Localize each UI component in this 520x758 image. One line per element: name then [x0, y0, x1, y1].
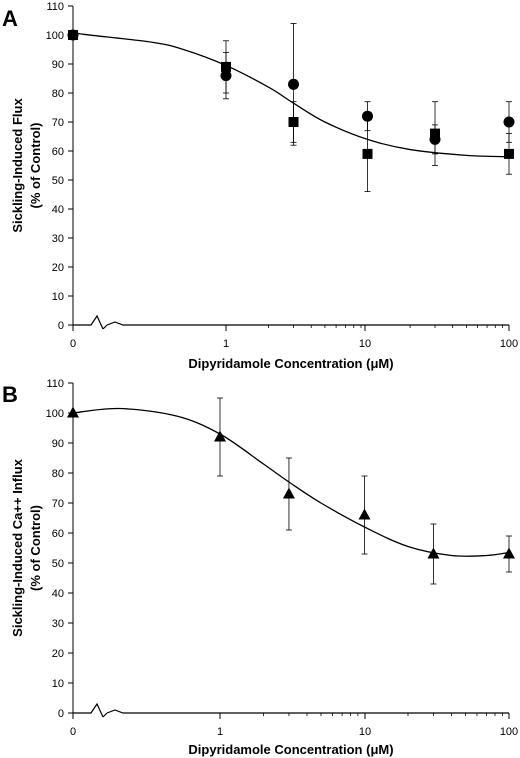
y-axis-title: Sickling-Induced Flux — [10, 98, 25, 233]
y-tick-label: 20 — [52, 648, 64, 660]
data-point-triangle — [67, 406, 79, 418]
x-axis-break-icon — [102, 324, 108, 330]
x-tick-label: 100 — [500, 338, 518, 350]
x-axis-line — [73, 702, 509, 718]
x-tick-label: 1 — [217, 726, 223, 738]
y-axis-title: (% of Control) — [28, 123, 43, 209]
y-tick-label: 100 — [46, 30, 64, 42]
data-point-triangle — [427, 547, 440, 559]
data-point-square — [504, 148, 514, 159]
data-point-circle — [503, 116, 515, 128]
y-tick-label: 30 — [52, 233, 64, 245]
x-tick-label: 1 — [223, 338, 229, 350]
y-tick-label: 30 — [52, 618, 64, 630]
data-point-square — [221, 61, 231, 72]
y-tick-label: 110 — [46, 1, 64, 13]
data-point-square — [68, 30, 78, 40]
y-tick-label: 60 — [52, 528, 64, 540]
y-tick-label: 70 — [52, 498, 64, 510]
x-tick-label: 10 — [359, 726, 371, 738]
data-point-triangle — [503, 547, 515, 559]
data-point-triangle — [282, 487, 295, 499]
y-tick-label: 20 — [52, 262, 64, 274]
y-tick-label: 50 — [52, 558, 64, 570]
y-tick-label: 60 — [52, 146, 64, 158]
panel-label: A — [2, 6, 18, 31]
data-point-square — [362, 148, 373, 159]
fit-curve — [72, 407, 510, 557]
y-tick-label: 10 — [52, 678, 64, 690]
y-tick-label: 0 — [58, 320, 64, 332]
data-point-circle — [288, 78, 300, 90]
y-tick-label: 90 — [52, 438, 64, 450]
data-point-square — [430, 128, 441, 139]
panel-label: B — [2, 382, 18, 407]
y-tick-label: 10 — [52, 291, 64, 303]
x-tick-label: 0 — [70, 338, 76, 350]
y-tick-label: 100 — [46, 408, 64, 420]
y-tick-label: 90 — [52, 59, 64, 71]
y-tick-label: 0 — [58, 708, 64, 720]
x-tick-label: 10 — [359, 338, 371, 350]
y-tick-label: 50 — [52, 175, 64, 187]
data-point-square — [288, 117, 299, 127]
data-point-triangle — [358, 508, 371, 520]
x-tick-label: 100 — [500, 726, 518, 738]
x-axis-break-icon — [102, 712, 108, 718]
x-tick-label: 0 — [70, 726, 76, 738]
x-axis-title: Dipyridamole Concentration (μM) — [188, 742, 393, 757]
fit-curve — [72, 31, 510, 158]
y-tick-label: 40 — [52, 204, 64, 216]
y-axis-title: Sickling-Induced Ca++ Influx — [10, 458, 25, 636]
data-point-triangle — [214, 430, 226, 442]
y-tick-label: 110 — [46, 378, 64, 390]
y-tick-label: 80 — [52, 88, 64, 100]
y-tick-label: 40 — [52, 588, 64, 600]
y-tick-label: 70 — [52, 117, 64, 129]
x-axis-title: Dipyridamole Concentration (μM) — [188, 356, 393, 371]
y-tick-label: 80 — [52, 468, 64, 480]
x-axis-line — [73, 314, 509, 330]
y-axis-title: (% of Control) — [28, 505, 43, 591]
